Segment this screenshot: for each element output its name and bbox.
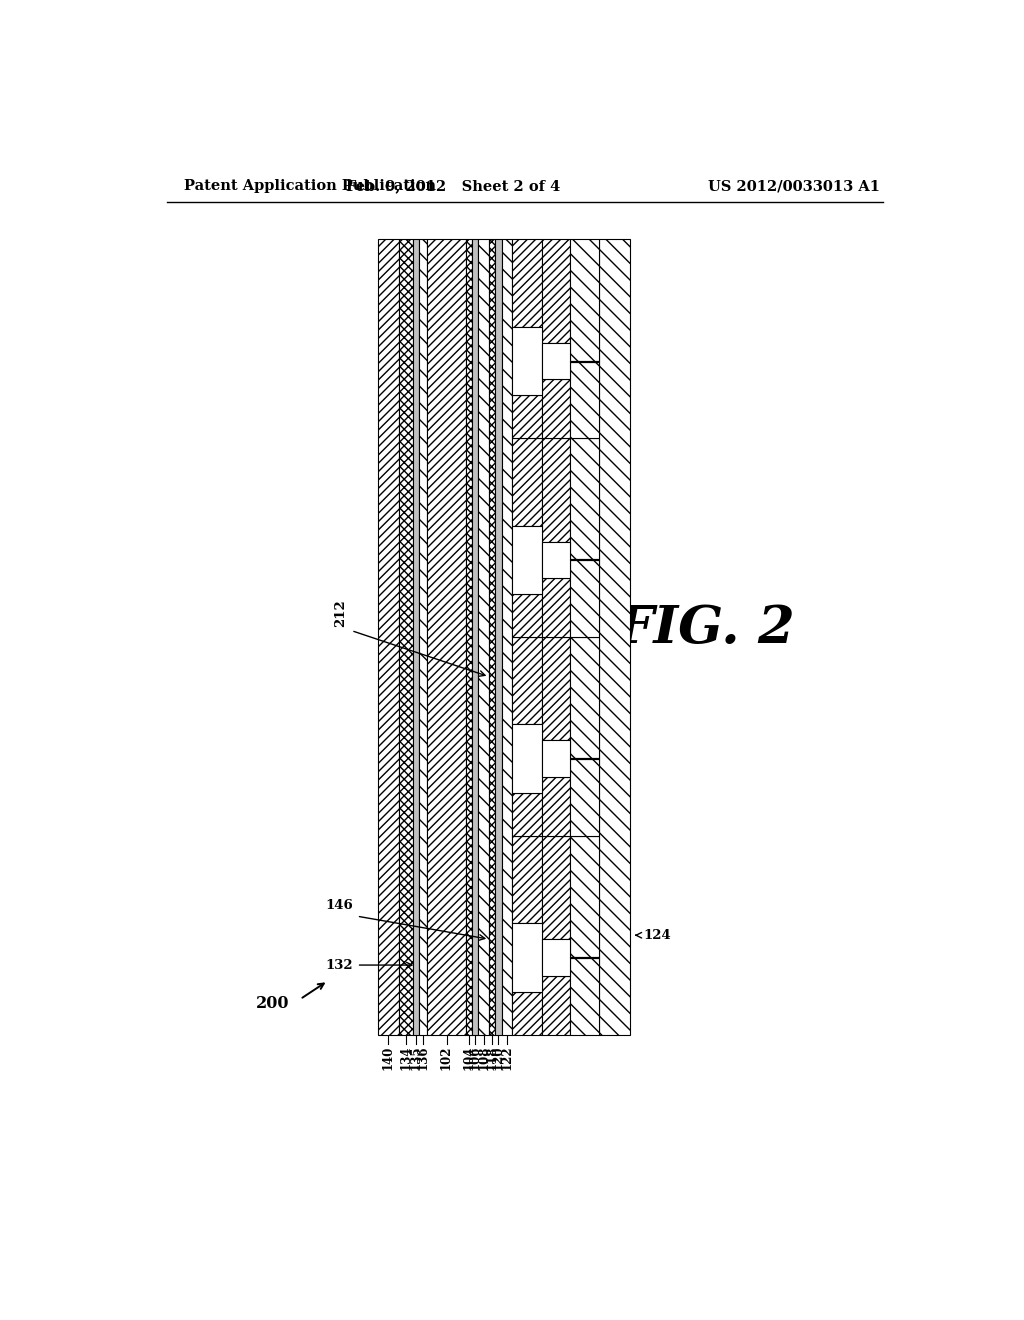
Text: 112: 112 bbox=[510, 543, 538, 556]
Text: 122: 122 bbox=[501, 1045, 513, 1071]
Bar bbox=[542, 638, 569, 741]
Bar bbox=[466, 239, 472, 1035]
Bar bbox=[569, 362, 599, 438]
Bar bbox=[478, 239, 489, 1035]
Bar bbox=[569, 438, 599, 560]
Text: Feb. 9, 2012   Sheet 2 of 4: Feb. 9, 2012 Sheet 2 of 4 bbox=[346, 180, 560, 193]
Bar bbox=[512, 793, 542, 836]
Bar bbox=[542, 578, 569, 638]
Bar bbox=[496, 239, 502, 1035]
Bar bbox=[542, 836, 569, 940]
Bar bbox=[569, 836, 599, 957]
Bar bbox=[399, 239, 414, 1035]
Bar bbox=[512, 991, 542, 1035]
Text: 146: 146 bbox=[325, 899, 352, 912]
Text: 136: 136 bbox=[417, 1045, 430, 1071]
Bar bbox=[569, 638, 599, 758]
Bar bbox=[542, 541, 569, 578]
Bar bbox=[512, 396, 542, 438]
Bar bbox=[542, 975, 569, 1035]
Bar bbox=[569, 958, 599, 1035]
Text: 134: 134 bbox=[399, 1045, 413, 1071]
Text: 212: 212 bbox=[334, 599, 347, 627]
Bar bbox=[569, 239, 599, 360]
Text: 200: 200 bbox=[256, 995, 289, 1012]
Text: 118: 118 bbox=[485, 1045, 499, 1069]
Bar bbox=[512, 638, 542, 725]
Bar bbox=[512, 239, 542, 327]
Text: 106: 106 bbox=[469, 1045, 481, 1069]
Bar bbox=[542, 239, 569, 343]
Bar bbox=[512, 438, 542, 525]
Bar bbox=[512, 327, 542, 396]
Bar bbox=[542, 379, 569, 438]
Bar bbox=[542, 777, 569, 836]
Text: US 2012/0033013 A1: US 2012/0033013 A1 bbox=[709, 180, 881, 193]
Bar bbox=[420, 239, 427, 1035]
Bar bbox=[502, 239, 512, 1035]
Text: 124: 124 bbox=[643, 929, 671, 941]
Bar bbox=[569, 759, 599, 836]
Bar bbox=[489, 239, 496, 1035]
Bar bbox=[378, 239, 399, 1035]
Bar bbox=[512, 725, 542, 793]
Text: 120: 120 bbox=[492, 1045, 505, 1071]
Text: 132: 132 bbox=[326, 958, 352, 972]
Bar bbox=[472, 239, 478, 1035]
Text: Patent Application Publication: Patent Application Publication bbox=[183, 180, 436, 193]
Bar bbox=[512, 836, 542, 923]
Bar bbox=[542, 940, 569, 975]
Text: 102: 102 bbox=[440, 1045, 453, 1071]
Bar bbox=[427, 239, 466, 1035]
Bar bbox=[569, 561, 599, 638]
Text: 104: 104 bbox=[463, 1045, 475, 1069]
Bar bbox=[542, 438, 569, 541]
Bar bbox=[542, 343, 569, 379]
Text: 108: 108 bbox=[477, 1045, 490, 1069]
Text: 140: 140 bbox=[382, 1045, 395, 1069]
Bar bbox=[512, 594, 542, 638]
Bar bbox=[599, 239, 630, 1035]
Text: FIG. 2: FIG. 2 bbox=[616, 603, 795, 653]
Text: 135: 135 bbox=[410, 1045, 423, 1071]
Bar bbox=[542, 741, 569, 777]
Bar bbox=[512, 525, 542, 594]
Bar bbox=[512, 923, 542, 991]
Bar bbox=[414, 239, 420, 1035]
